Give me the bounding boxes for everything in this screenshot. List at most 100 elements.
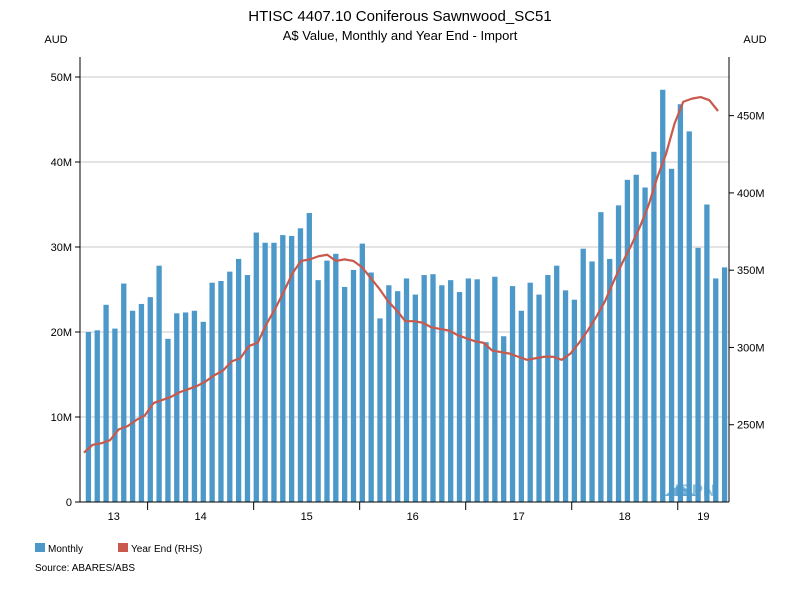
x-year-label-13: 13 bbox=[108, 511, 120, 523]
monthly-bar-37 bbox=[403, 278, 410, 502]
monthly-bar-63 bbox=[633, 174, 639, 502]
monthly-bar-15 bbox=[209, 282, 215, 502]
left-tick-label-5: 50M bbox=[51, 72, 72, 84]
monthly-bar-6 bbox=[129, 310, 136, 502]
monthly-bar-71 bbox=[704, 204, 710, 502]
x-year-label-17: 17 bbox=[513, 511, 525, 523]
monthly-bar-8 bbox=[147, 297, 153, 502]
monthly-bar-54 bbox=[554, 265, 560, 502]
monthly-bar-70 bbox=[695, 247, 701, 502]
right-axis-unit-label: AUD bbox=[743, 34, 766, 46]
monthly-bar-4 bbox=[112, 328, 118, 502]
monthly-bar-2 bbox=[94, 330, 100, 502]
year-end-line bbox=[83, 95, 719, 454]
left-tick-label-2: 20M bbox=[51, 327, 72, 339]
left-tick-label-4: 40M bbox=[51, 157, 72, 169]
monthly-bar-52 bbox=[536, 294, 542, 502]
monthly-bar-58 bbox=[589, 261, 595, 502]
monthly-bar-21 bbox=[262, 242, 268, 502]
monthly-bar-7 bbox=[138, 303, 145, 502]
left-tick-label-0: 0 bbox=[66, 497, 72, 509]
monthly-bar-40 bbox=[430, 274, 436, 502]
x-year-label-19: 19 bbox=[697, 511, 709, 523]
monthly-bar-33 bbox=[368, 272, 374, 502]
monthly-bar-57 bbox=[580, 248, 586, 502]
monthly-bar-16 bbox=[218, 281, 224, 502]
monthly-bar-12 bbox=[182, 312, 189, 502]
left-tick-label-1: 10M bbox=[51, 412, 72, 424]
legend-swatch-monthly bbox=[35, 543, 45, 552]
monthly-bar-65 bbox=[651, 151, 657, 503]
right-tick-label-2: 350M bbox=[737, 265, 765, 277]
monthly-bar-20 bbox=[253, 232, 259, 503]
monthly-bar-22 bbox=[271, 242, 277, 502]
monthly-bar-41 bbox=[439, 285, 445, 502]
monthly-bar-18 bbox=[235, 258, 242, 502]
monthly-bar-39 bbox=[421, 275, 427, 502]
monthly-bar-49 bbox=[509, 286, 516, 502]
monthly-bar-38 bbox=[412, 294, 418, 502]
monthly-bar-56 bbox=[571, 299, 578, 502]
x-year-label-15: 15 bbox=[301, 511, 313, 523]
monthly-bar-45 bbox=[474, 279, 480, 502]
monthly-bar-17 bbox=[227, 271, 233, 502]
monthly-bar-29 bbox=[333, 253, 339, 502]
monthly-bar-46 bbox=[483, 342, 489, 502]
monthly-bar-32 bbox=[359, 243, 365, 502]
monthly-bar-13 bbox=[191, 310, 198, 502]
monthly-bar-67 bbox=[668, 168, 675, 503]
monthly-bar-60 bbox=[607, 258, 613, 502]
monthly-bar-31 bbox=[350, 269, 357, 502]
legend-label-year-end: Year End (RHS) bbox=[131, 544, 202, 555]
monthly-bar-26 bbox=[306, 213, 312, 502]
chart-subtitle: A$ Value, Monthly and Year End - Import bbox=[283, 28, 518, 43]
monthly-bar-64 bbox=[642, 187, 648, 502]
monthly-bar-43 bbox=[456, 292, 463, 502]
monthly-bar-51 bbox=[527, 282, 533, 502]
right-tick-label-4: 450M bbox=[737, 111, 765, 123]
monthly-bar-73 bbox=[721, 267, 728, 502]
monthly-bar-55 bbox=[562, 290, 569, 502]
ibpn-logo: IBPN bbox=[664, 481, 715, 500]
ibpn-logo-text: IBPN bbox=[675, 481, 716, 500]
monthly-bar-48 bbox=[501, 336, 507, 502]
monthly-bar-25 bbox=[297, 228, 304, 503]
ibpn-logo-mark bbox=[664, 484, 696, 496]
year-end-line-group bbox=[83, 95, 719, 454]
monthly-bar-69 bbox=[686, 131, 692, 502]
legend-label-monthly: Monthly bbox=[48, 544, 83, 555]
monthly-bar-5 bbox=[121, 283, 127, 502]
monthly-bar-1 bbox=[85, 332, 92, 502]
axes: 0 10M 20M 30M 40M 50M 250M 300M 350M 400M 450M 13 14… bbox=[51, 57, 765, 523]
monthly-bar-11 bbox=[174, 313, 180, 502]
monthly-bar-36 bbox=[395, 291, 401, 502]
monthly-bar-24 bbox=[288, 235, 295, 502]
monthly-bar-34 bbox=[377, 318, 383, 502]
monthly-bar-50 bbox=[518, 310, 525, 502]
right-tick-label-1: 300M bbox=[737, 342, 765, 354]
monthly-bar-27 bbox=[315, 280, 321, 502]
monthly-bar-28 bbox=[324, 260, 330, 502]
monthly-bar-62 bbox=[624, 179, 631, 502]
x-year-label-18: 18 bbox=[619, 511, 631, 523]
monthly-bar-35 bbox=[386, 285, 392, 502]
monthly-bar-61 bbox=[615, 205, 622, 502]
monthly-bar-9 bbox=[156, 265, 162, 502]
monthly-bar-42 bbox=[448, 280, 454, 502]
monthly-bar-10 bbox=[165, 338, 171, 502]
x-year-label-14: 14 bbox=[194, 511, 206, 523]
monthly-bar-66 bbox=[660, 89, 666, 502]
x-year-label-16: 16 bbox=[407, 511, 419, 523]
monthly-bar-72 bbox=[713, 278, 719, 502]
monthly-bar-59 bbox=[598, 212, 604, 502]
monthly-bar-68 bbox=[677, 104, 684, 502]
right-tick-label-3: 400M bbox=[737, 188, 765, 200]
source-note: Source: ABARES/ABS bbox=[35, 563, 135, 574]
left-tick-label-3: 30M bbox=[51, 242, 72, 254]
legend: Monthly Year End (RHS) bbox=[35, 543, 202, 555]
monthly-bars bbox=[85, 89, 728, 503]
monthly-bar-19 bbox=[244, 275, 251, 502]
monthly-bar-47 bbox=[492, 276, 498, 502]
monthly-bar-14 bbox=[200, 321, 206, 502]
